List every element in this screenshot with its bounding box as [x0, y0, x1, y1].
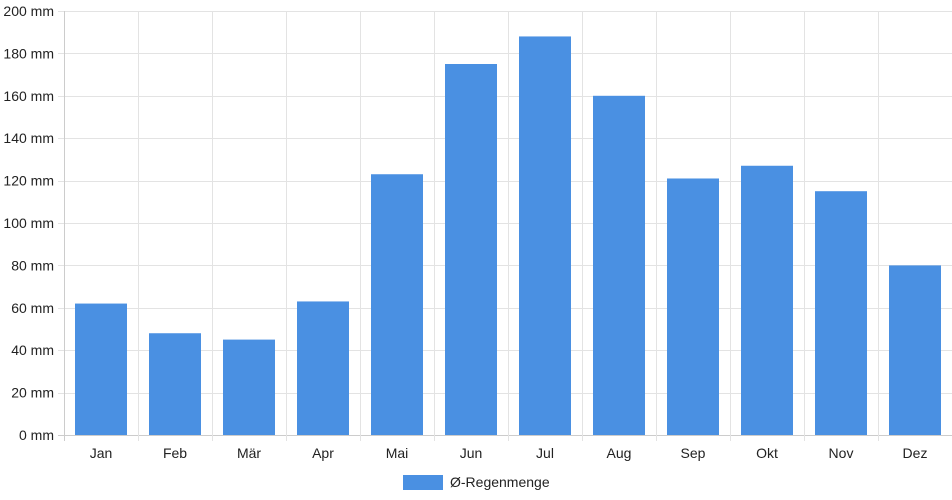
x-tick-label: Nov: [829, 445, 854, 461]
x-tick-label: Jul: [536, 445, 554, 461]
chart-bars: [75, 36, 941, 436]
y-tick-label: 100 mm: [3, 215, 54, 231]
bar-Mär[interactable]: [223, 339, 275, 435]
y-tick-label: 180 mm: [3, 45, 54, 61]
bar-Feb[interactable]: [149, 333, 201, 435]
x-tick-label: Mär: [237, 445, 261, 461]
bar-Mai[interactable]: [371, 174, 423, 436]
bar-Nov[interactable]: [815, 191, 867, 435]
y-tick-label: 60 mm: [11, 300, 54, 316]
x-tick-label: Feb: [163, 445, 187, 461]
y-tick-label: 160 mm: [3, 88, 54, 104]
x-tick-label: Mai: [386, 445, 409, 461]
y-tick-label: 40 mm: [11, 342, 54, 358]
legend-swatch[interactable]: [403, 475, 443, 490]
x-axis-tick-labels: Jan Feb Mär Apr Mai Jun Jul Aug Sep Okt Nov Dez: [90, 445, 928, 461]
bar-Jun[interactable]: [445, 64, 497, 435]
y-tick-label: 120 mm: [3, 173, 54, 189]
y-tick-label: 0 mm: [19, 427, 54, 443]
bar-Sep[interactable]: [667, 178, 719, 436]
y-tick-label: 200 mm: [3, 3, 54, 19]
x-tick-label: Jun: [460, 445, 483, 461]
y-tick-label: 80 mm: [11, 257, 54, 273]
x-tick-label: Aug: [607, 445, 632, 461]
x-tick-label: Apr: [312, 445, 334, 461]
bar-Apr[interactable]: [297, 301, 349, 435]
chart-grid: [58, 11, 952, 441]
chart-legend[interactable]: Ø-Regenmenge: [403, 474, 550, 490]
x-tick-label: Jan: [90, 445, 113, 461]
bar-Okt[interactable]: [741, 165, 793, 435]
y-axis-tick-labels: 0 mm 20 mm 40 mm 60 mm 80 mm 100 mm 120 mm 140 …: [3, 3, 54, 443]
y-tick-label: 20 mm: [11, 385, 54, 401]
x-tick-label: Okt: [756, 445, 778, 461]
bar-Dez[interactable]: [889, 265, 941, 435]
bar-Jul[interactable]: [519, 36, 571, 435]
x-tick-label: Sep: [681, 445, 706, 461]
x-tick-label: Dez: [903, 445, 928, 461]
legend-label[interactable]: Ø-Regenmenge: [450, 474, 550, 490]
bar-Jan[interactable]: [75, 303, 127, 435]
y-tick-label: 140 mm: [3, 130, 54, 146]
bar-Aug[interactable]: [593, 95, 645, 436]
